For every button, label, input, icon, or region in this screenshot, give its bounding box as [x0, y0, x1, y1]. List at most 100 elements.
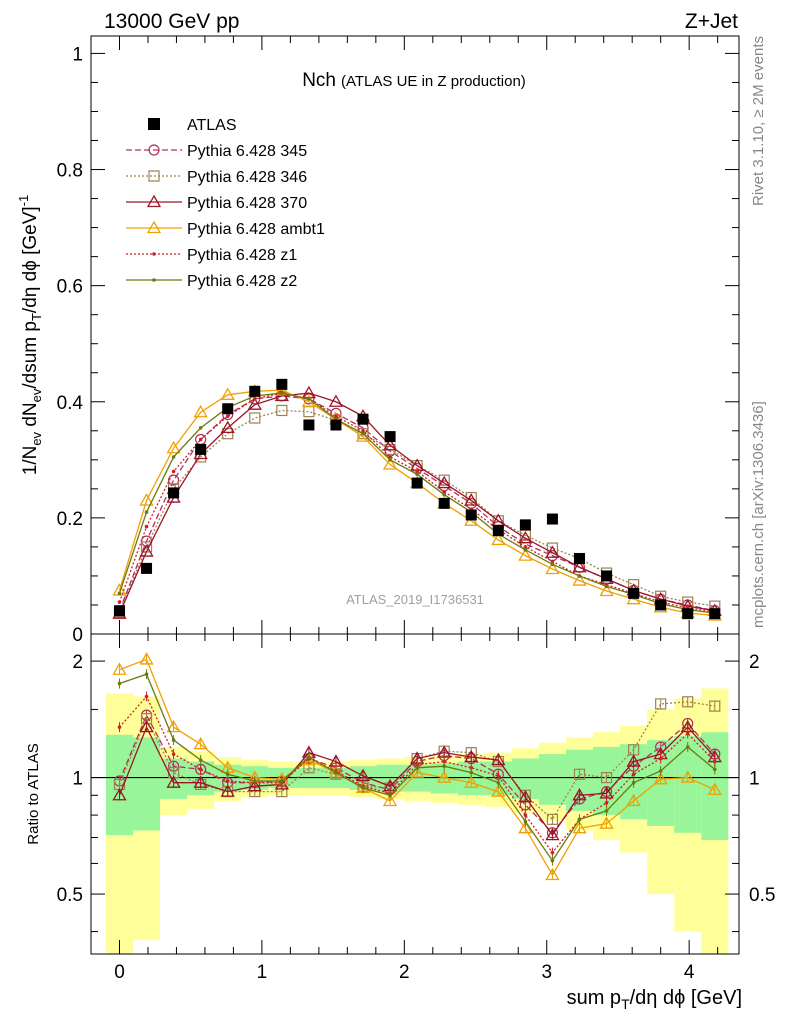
ratio-y-tick-label: 1 — [72, 769, 83, 790]
atlas-data-point — [628, 587, 640, 599]
ratio-y-axis-label: Ratio to ATLAS — [25, 743, 42, 844]
ratio-series-1-point — [600, 771, 613, 784]
ratio-series-5-point — [631, 780, 636, 785]
main-y-axis-label: 1/Nev dNev/dsum pT/dη dϕ [GeV]-1 — [16, 195, 44, 476]
atlas-data-point — [168, 487, 180, 499]
ratio-series-4-point — [225, 779, 230, 783]
ratio-series-3-point — [437, 770, 452, 783]
ratio-series-2-point — [247, 778, 262, 792]
series-1-point — [249, 412, 261, 424]
legend-atlas-marker — [148, 118, 160, 130]
ratio-series-5-point — [307, 755, 311, 759]
series-4-point — [442, 489, 446, 494]
band-inner-segment — [133, 737, 161, 831]
ratio-series-5-point — [712, 767, 717, 772]
ratio-series-4-point — [550, 850, 555, 855]
ratio-series-3-point — [545, 867, 560, 881]
ratio-y-tick-label: 0.5 — [57, 885, 83, 906]
atlas-data-point — [438, 497, 450, 509]
x-tick-label: 1 — [257, 962, 268, 983]
series-1-point — [222, 428, 234, 440]
series-5-line — [118, 392, 715, 614]
atlas-data-point — [357, 413, 369, 425]
series-2-point — [464, 493, 479, 506]
ratio-series-3-point — [112, 662, 127, 675]
series-2-line — [118, 392, 715, 614]
series-3-point — [491, 532, 506, 546]
atlas-data-point — [709, 608, 721, 620]
atlas-data-point — [601, 570, 613, 582]
series-5-point — [604, 584, 609, 589]
ratio-series-5-point — [252, 779, 257, 783]
ratio-series-5-point — [523, 819, 528, 824]
series-1-point — [303, 406, 315, 418]
series-5-point — [280, 391, 284, 395]
x-tick-label: 3 — [541, 962, 552, 983]
ratio-series-1-point — [573, 768, 586, 780]
ratio-series-5-point — [280, 779, 284, 783]
series-3-point — [518, 548, 533, 561]
ratio-series-5-point — [334, 770, 338, 775]
ratio-series-2-point — [572, 787, 587, 801]
series-4-point — [198, 437, 203, 442]
ratio-series-2-point — [220, 784, 235, 797]
ratio-y-tick-label-right: 2 — [749, 652, 760, 673]
ratio-series-2-point — [193, 775, 208, 788]
series-2-point — [220, 420, 235, 434]
ratio-series-5-point — [577, 817, 582, 822]
series-2-point — [139, 544, 154, 557]
legend-label: Pythia 6.428 345 — [187, 143, 307, 160]
legend-marker — [146, 220, 162, 234]
atlas-data-point — [492, 525, 504, 537]
ratio-series-5-point — [685, 745, 690, 749]
ratio-series-3-point — [680, 770, 695, 783]
series-5-point — [198, 426, 203, 430]
series-3-point — [545, 561, 560, 575]
series-4-point — [144, 524, 149, 529]
x-axis-label: sum pT/dη dϕ [GeV] — [567, 987, 742, 1012]
plot-title: Nch (ATLAS UE in Z production) — [302, 70, 526, 91]
atlas-data-point — [573, 553, 585, 565]
ratio-series-1-point — [655, 698, 667, 710]
series-2-point — [437, 475, 452, 489]
ratio-series-5-point — [225, 772, 230, 777]
main-y-tick-label: 0 — [72, 625, 83, 646]
main-y-tick-label: 0.4 — [57, 393, 84, 414]
ratio-series-4-point — [496, 774, 501, 778]
series-3-line — [118, 389, 715, 617]
atlas-data-point — [222, 403, 234, 415]
x-tick-label: 2 — [399, 962, 410, 983]
ratio-series-4-point — [198, 767, 203, 772]
atlas-data-point — [682, 608, 694, 620]
ratio-series-5-point — [388, 793, 392, 798]
ratio-series-4-point — [171, 752, 176, 756]
legend-label: Pythia 6.428 ambt1 — [187, 221, 325, 238]
series-3-point — [220, 387, 235, 400]
series-0-line — [118, 395, 715, 612]
series-3-point — [166, 440, 181, 454]
series-4-point — [252, 397, 257, 401]
rivet-label: Rivet 3.1.10, ≥ 2M events — [750, 36, 767, 206]
series-1-point — [276, 404, 288, 417]
ratio-series-3-point — [464, 775, 479, 788]
ratio-series-3-point — [410, 765, 425, 778]
atlas-data-point — [384, 431, 396, 443]
ratio-series-5-point — [361, 786, 365, 790]
ratio-series-3-point — [491, 784, 506, 797]
series-5-point — [144, 510, 149, 514]
series-5-point — [307, 397, 311, 401]
series-4-point — [361, 428, 365, 433]
series-2-point — [545, 545, 560, 558]
series-4-point — [523, 545, 528, 549]
main-y-tick-label: 0.6 — [57, 277, 83, 298]
atlas-data-point — [546, 513, 558, 525]
series-2-point — [518, 530, 533, 544]
legend-label: Pythia 6.428 z1 — [187, 247, 297, 264]
series-3-point — [382, 457, 398, 470]
atlas-data-point — [465, 509, 477, 521]
legend-marker — [146, 194, 162, 208]
ratio-panel: 0.5 0.5 1 1 2 2 0 1 2 3 4 Ratio to ATLAS sum pT/dη… — [25, 633, 775, 1012]
ratio-series-3-point — [653, 771, 668, 785]
series-3-point — [139, 493, 154, 506]
